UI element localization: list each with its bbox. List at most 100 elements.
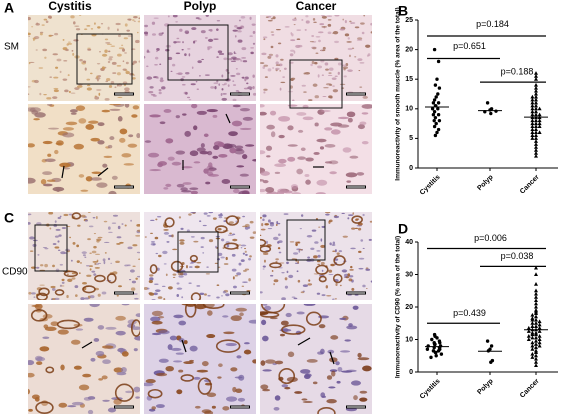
cell: [264, 223, 269, 226]
cell: [162, 250, 168, 255]
cell: [280, 320, 289, 326]
arrow: [81, 341, 93, 349]
cell: [236, 272, 242, 276]
panel-label: B: [398, 3, 408, 19]
data-point: [526, 325, 531, 330]
cell: [144, 31, 149, 35]
cell: [232, 80, 235, 82]
cell: [94, 267, 100, 269]
cell: [158, 316, 165, 319]
data-point: [534, 350, 538, 354]
cell: [263, 38, 266, 41]
cell: [157, 296, 163, 299]
cell: [290, 77, 296, 80]
cell: [357, 352, 362, 358]
cell: [73, 365, 82, 370]
cell: [217, 228, 222, 231]
inset-box: [177, 231, 219, 273]
cell: [195, 81, 198, 83]
cell: [346, 180, 352, 183]
cell: [188, 53, 191, 57]
cell: [193, 240, 199, 243]
cell: [366, 54, 369, 57]
cell: [163, 229, 169, 231]
arrow: [61, 165, 65, 179]
data-point: [436, 92, 440, 96]
cell: [287, 144, 298, 147]
cell: [160, 77, 164, 80]
cell: [209, 28, 213, 32]
cell: [62, 78, 68, 81]
cell: [321, 225, 326, 228]
data-point: [432, 118, 436, 123]
cell: [44, 326, 57, 331]
cell: [321, 269, 324, 272]
cell: [334, 298, 338, 300]
cell: [310, 247, 315, 250]
cell: [339, 317, 347, 320]
micrograph: [28, 212, 140, 300]
cell: [152, 94, 157, 97]
cell: [112, 72, 117, 74]
cell: [182, 182, 192, 185]
cell: [334, 57, 339, 60]
data-point: [530, 109, 535, 114]
cell: [124, 87, 130, 91]
cell: [260, 228, 266, 231]
cell: [207, 150, 213, 156]
data-point: [534, 97, 538, 102]
cell: [165, 138, 174, 144]
cell: [368, 238, 372, 241]
data-point: [537, 334, 542, 338]
cell: [232, 98, 237, 101]
cell: [163, 263, 167, 265]
cell: [232, 104, 241, 108]
cell: [33, 118, 40, 121]
vessel: [260, 238, 267, 247]
cell: [240, 244, 247, 247]
cell: [67, 278, 73, 283]
cell: [348, 278, 353, 282]
cell: [43, 324, 49, 329]
cell: [175, 115, 180, 119]
cell: [74, 87, 80, 90]
cell: [237, 91, 240, 93]
cell: [159, 80, 165, 82]
data-point: [537, 343, 542, 348]
cell: [188, 266, 193, 268]
tissue-bg: [28, 304, 140, 414]
cell: [183, 340, 188, 345]
cell: [133, 348, 138, 352]
cell: [350, 247, 356, 250]
cell: [273, 279, 279, 283]
cell: [116, 294, 119, 297]
cell: [244, 78, 247, 82]
vessel: [215, 339, 241, 353]
cell: [159, 63, 162, 65]
cell: [331, 244, 336, 246]
cell: [85, 176, 93, 182]
data-point: [431, 101, 436, 105]
cell: [124, 23, 128, 27]
cell: [165, 49, 170, 52]
cell: [344, 20, 347, 24]
y-tick-label: 5: [409, 135, 413, 142]
vessel: [189, 254, 198, 263]
data-point: [537, 337, 542, 341]
cell: [330, 263, 335, 267]
cell: [317, 74, 320, 78]
cell: [328, 160, 339, 165]
panel-label: D: [398, 221, 408, 237]
cell: [361, 112, 369, 115]
cell: [125, 71, 130, 75]
cell: [147, 287, 150, 290]
cell: [240, 259, 245, 262]
cell: [49, 227, 52, 230]
data-point: [526, 329, 531, 333]
cell: [159, 121, 166, 125]
cell: [201, 360, 209, 367]
cell: [179, 28, 183, 32]
cell: [328, 72, 332, 74]
cell: [262, 218, 265, 222]
data-point: [537, 118, 542, 123]
